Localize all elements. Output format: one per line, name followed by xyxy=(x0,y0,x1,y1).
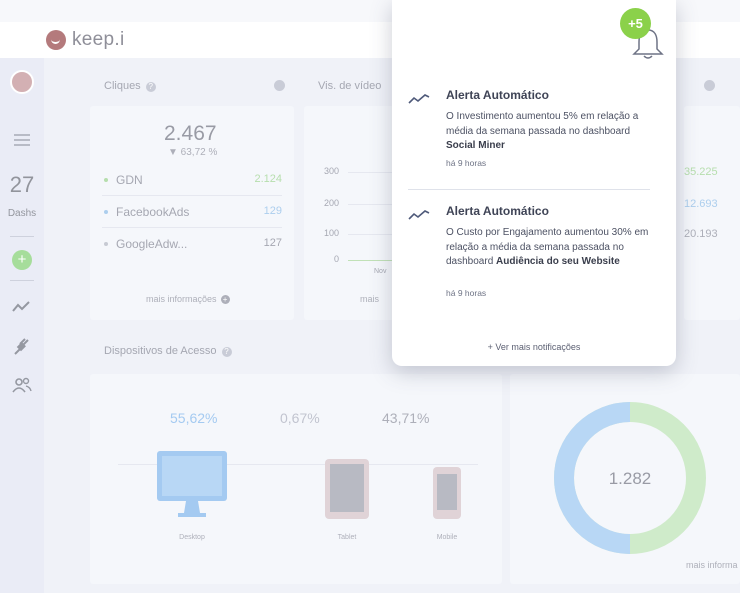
plug-icon[interactable] xyxy=(11,338,33,356)
donut-card: 1.282 mais informa xyxy=(510,374,740,584)
users-icon[interactable] xyxy=(11,376,33,394)
bullet-icon xyxy=(104,242,108,246)
y-tick: 0 xyxy=(334,254,340,264)
row-label: FacebookAds xyxy=(116,205,190,219)
more-info-link[interactable]: mais informa xyxy=(686,560,738,570)
notification-title: Alerta Automático xyxy=(446,204,549,218)
donut-chart: 1.282 xyxy=(554,402,706,554)
notifications-popover: Alerta Automático O Investimento aumento… xyxy=(392,0,676,366)
gridline xyxy=(348,234,400,235)
add-dash-button[interactable]: + xyxy=(12,250,32,270)
row-value: 127 xyxy=(263,237,282,249)
sidebar-divider xyxy=(10,280,34,281)
video-card: 300 200 100 0 Nov mais xyxy=(304,106,404,320)
settings-icon[interactable] xyxy=(274,80,285,91)
x-tick: Nov xyxy=(374,268,387,275)
tablet-label: Tablet xyxy=(337,534,357,541)
bullet-icon xyxy=(104,210,108,214)
metric-value: 35.225 xyxy=(684,166,718,178)
y-tick: 100 xyxy=(324,228,340,238)
mobile-icon xyxy=(433,467,461,519)
menu-icon[interactable] xyxy=(14,134,30,149)
row-label: GoogleAdw... xyxy=(116,237,188,251)
mobile-label: Mobile xyxy=(436,534,458,541)
devices-panel-title: Dispositivos de Acesso? xyxy=(104,345,232,357)
sidebar: 27 Dashs + xyxy=(0,58,44,593)
sidebar-divider xyxy=(10,236,34,237)
gridline xyxy=(348,204,400,205)
dash-count: 27 xyxy=(9,172,35,197)
right-card: 35.225 12.693 20.193 xyxy=(684,106,740,320)
trend-icon xyxy=(408,94,430,104)
plus-icon: + xyxy=(220,295,230,304)
series-line xyxy=(348,260,400,261)
donut-total: 1.282 xyxy=(609,469,652,488)
tablet-icon xyxy=(325,459,369,519)
notification-item[interactable]: Alerta Automático O Investimento aumento… xyxy=(408,88,658,178)
list-item: GoogleAdw... 127 xyxy=(102,228,282,260)
desktop-percent: 55,62% xyxy=(170,410,218,426)
notification-divider xyxy=(408,189,650,190)
cliques-panel-title: Cliques? xyxy=(104,80,156,92)
bullet-icon xyxy=(104,178,108,182)
row-value: 129 xyxy=(263,205,282,217)
desktop-label: Desktop xyxy=(179,534,205,541)
more-info-link[interactable]: mais xyxy=(360,294,380,304)
mobile-percent: 43,71% xyxy=(382,410,430,426)
trend-icon xyxy=(408,210,430,220)
trend-icon[interactable] xyxy=(11,298,33,316)
cliques-total: 2.467 xyxy=(164,122,217,145)
cliques-delta: ▼ 63,72 % xyxy=(168,147,218,158)
more-info-link[interactable]: mais informações + xyxy=(146,294,230,304)
list-item: FacebookAds 129 xyxy=(102,196,282,228)
desktop-icon xyxy=(157,451,227,517)
notification-time: há 9 horas xyxy=(446,288,487,298)
row-label: GDN xyxy=(116,173,143,187)
notification-time: há 9 horas xyxy=(446,158,487,168)
tablet-percent: 0,67% xyxy=(280,410,320,426)
notification-item[interactable]: Alerta Automático O Custo por Engajament… xyxy=(408,204,658,304)
video-panel-title: Vis. de vídeo xyxy=(318,80,382,92)
gridline xyxy=(348,172,400,173)
logo-icon xyxy=(46,30,66,50)
cliques-card: 2.467 ▼ 63,72 % GDN 2.124 FacebookAds 12… xyxy=(90,106,294,320)
devices-card: 55,62% 0,67% 43,71% Desktop Tablet Mobil… xyxy=(90,374,502,584)
notification-title: Alerta Automático xyxy=(446,88,549,102)
donut-segment-blue xyxy=(554,402,631,554)
app-logo[interactable]: keep.i xyxy=(46,29,125,51)
settings-icon[interactable] xyxy=(704,80,715,91)
metric-value: 12.693 xyxy=(684,198,718,210)
see-more-notifications-link[interactable]: + Ver mais notificações xyxy=(487,342,581,352)
y-tick: 200 xyxy=(324,198,340,208)
divider xyxy=(118,464,478,465)
metric-value: 20.193 xyxy=(684,228,718,240)
notification-body: O Custo por Engajamento aumentou 30% em … xyxy=(446,227,649,268)
logo-text: keep.i xyxy=(72,29,125,50)
list-item: GDN 2.124 xyxy=(102,164,282,196)
help-icon[interactable]: ? xyxy=(145,82,156,92)
notification-body: O Investimento aumentou 5% em relação a … xyxy=(446,111,639,152)
row-value: 2.124 xyxy=(254,173,282,185)
avatar[interactable] xyxy=(10,70,34,94)
y-tick: 300 xyxy=(324,166,340,176)
dash-count-label: Dashs xyxy=(7,208,37,219)
notification-badge[interactable]: +5 xyxy=(620,8,651,39)
help-icon[interactable]: ? xyxy=(221,347,232,357)
